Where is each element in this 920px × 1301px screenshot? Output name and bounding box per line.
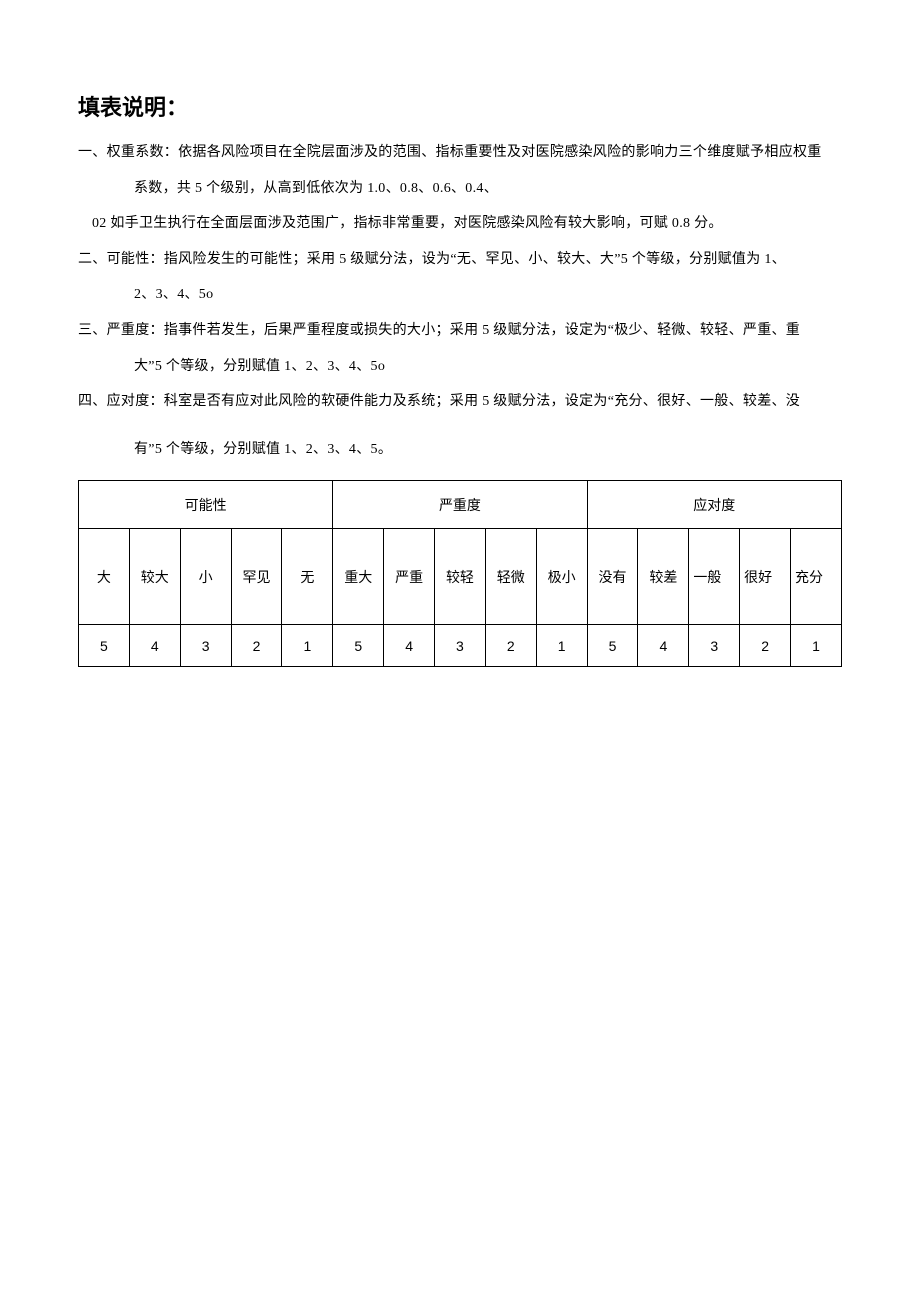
item-four-line-a: 四、应对度：科室是否有应对此风险的软硬件能力及系统；采用 5 级赋分法，设定为“… [78, 385, 842, 419]
table-row-labels: 大 较大 小 罕见 无 重大 严重 较轻 轻微 极小 没有 较差 一般 很好 充… [79, 529, 842, 625]
item-one-line-a: 一、权重系数：依据各风险项目在全院层面涉及的范围、指标重要性及对医院感染风险的影… [78, 136, 842, 170]
label-cell: 重大 [333, 529, 384, 625]
item-four-line-a-cont: 有”5 个等级，分别赋值 1、2、3、4、5。 [78, 433, 842, 467]
label-cell: 严重 [384, 529, 435, 625]
item-two-line-a: 二、可能性：指风险发生的可能性；采用 5 级赋分法，设为“无、罕见、小、较大、大… [78, 243, 842, 277]
value-cell: 5 [587, 625, 638, 667]
group-header: 应对度 [587, 481, 841, 529]
label-cell: 没有 [587, 529, 638, 625]
value-cell: 2 [231, 625, 282, 667]
table-row-values: 5 4 3 2 1 5 4 3 2 1 5 4 3 2 1 [79, 625, 842, 667]
label-cell: 大 [79, 529, 130, 625]
value-cell: 5 [79, 625, 130, 667]
value-cell: 1 [282, 625, 333, 667]
label-cell: 较差 [638, 529, 689, 625]
item-one-line-a-cont: 系数，共 5 个级别，从高到低依次为 1.0、0.8、0.6、0.4、 [78, 172, 842, 206]
label-cell: 较轻 [435, 529, 486, 625]
label-cell: 极小 [536, 529, 587, 625]
value-cell: 2 [740, 625, 791, 667]
label-cell: 充分 [791, 529, 842, 625]
item-three-line-a: 三、严重度：指事件若发生，后果严重程度或损失的大小；采用 5 级赋分法，设定为“… [78, 314, 842, 348]
value-cell: 1 [791, 625, 842, 667]
label-cell: 罕见 [231, 529, 282, 625]
value-cell: 2 [485, 625, 536, 667]
label-cell: 轻微 [485, 529, 536, 625]
value-cell: 5 [333, 625, 384, 667]
value-cell: 3 [180, 625, 231, 667]
item-two-line-a-cont: 2、3、4、5o [78, 278, 842, 312]
label-cell: 很好 [740, 529, 791, 625]
group-header: 可能性 [79, 481, 333, 529]
label-cell: 小 [180, 529, 231, 625]
value-cell: 3 [689, 625, 740, 667]
value-cell: 4 [129, 625, 180, 667]
section-title: 填表说明： [78, 90, 842, 122]
value-cell: 4 [384, 625, 435, 667]
scoring-table: 可能性 严重度 应对度 大 较大 小 罕见 无 重大 严重 较轻 轻微 极小 没… [78, 480, 842, 667]
table-row-groups: 可能性 严重度 应对度 [79, 481, 842, 529]
label-cell: 较大 [129, 529, 180, 625]
label-cell: 无 [282, 529, 333, 625]
value-cell: 4 [638, 625, 689, 667]
value-cell: 3 [435, 625, 486, 667]
group-header: 严重度 [333, 481, 587, 529]
value-cell: 1 [536, 625, 587, 667]
label-cell: 一般 [689, 529, 740, 625]
item-three-line-a-cont: 大”5 个等级，分别赋值 1、2、3、4、5o [78, 350, 842, 384]
item-one-line-b: 02 如手卫生执行在全面层面涉及范围广，指标非常重要，对医院感染风险有较大影响，… [78, 207, 842, 241]
